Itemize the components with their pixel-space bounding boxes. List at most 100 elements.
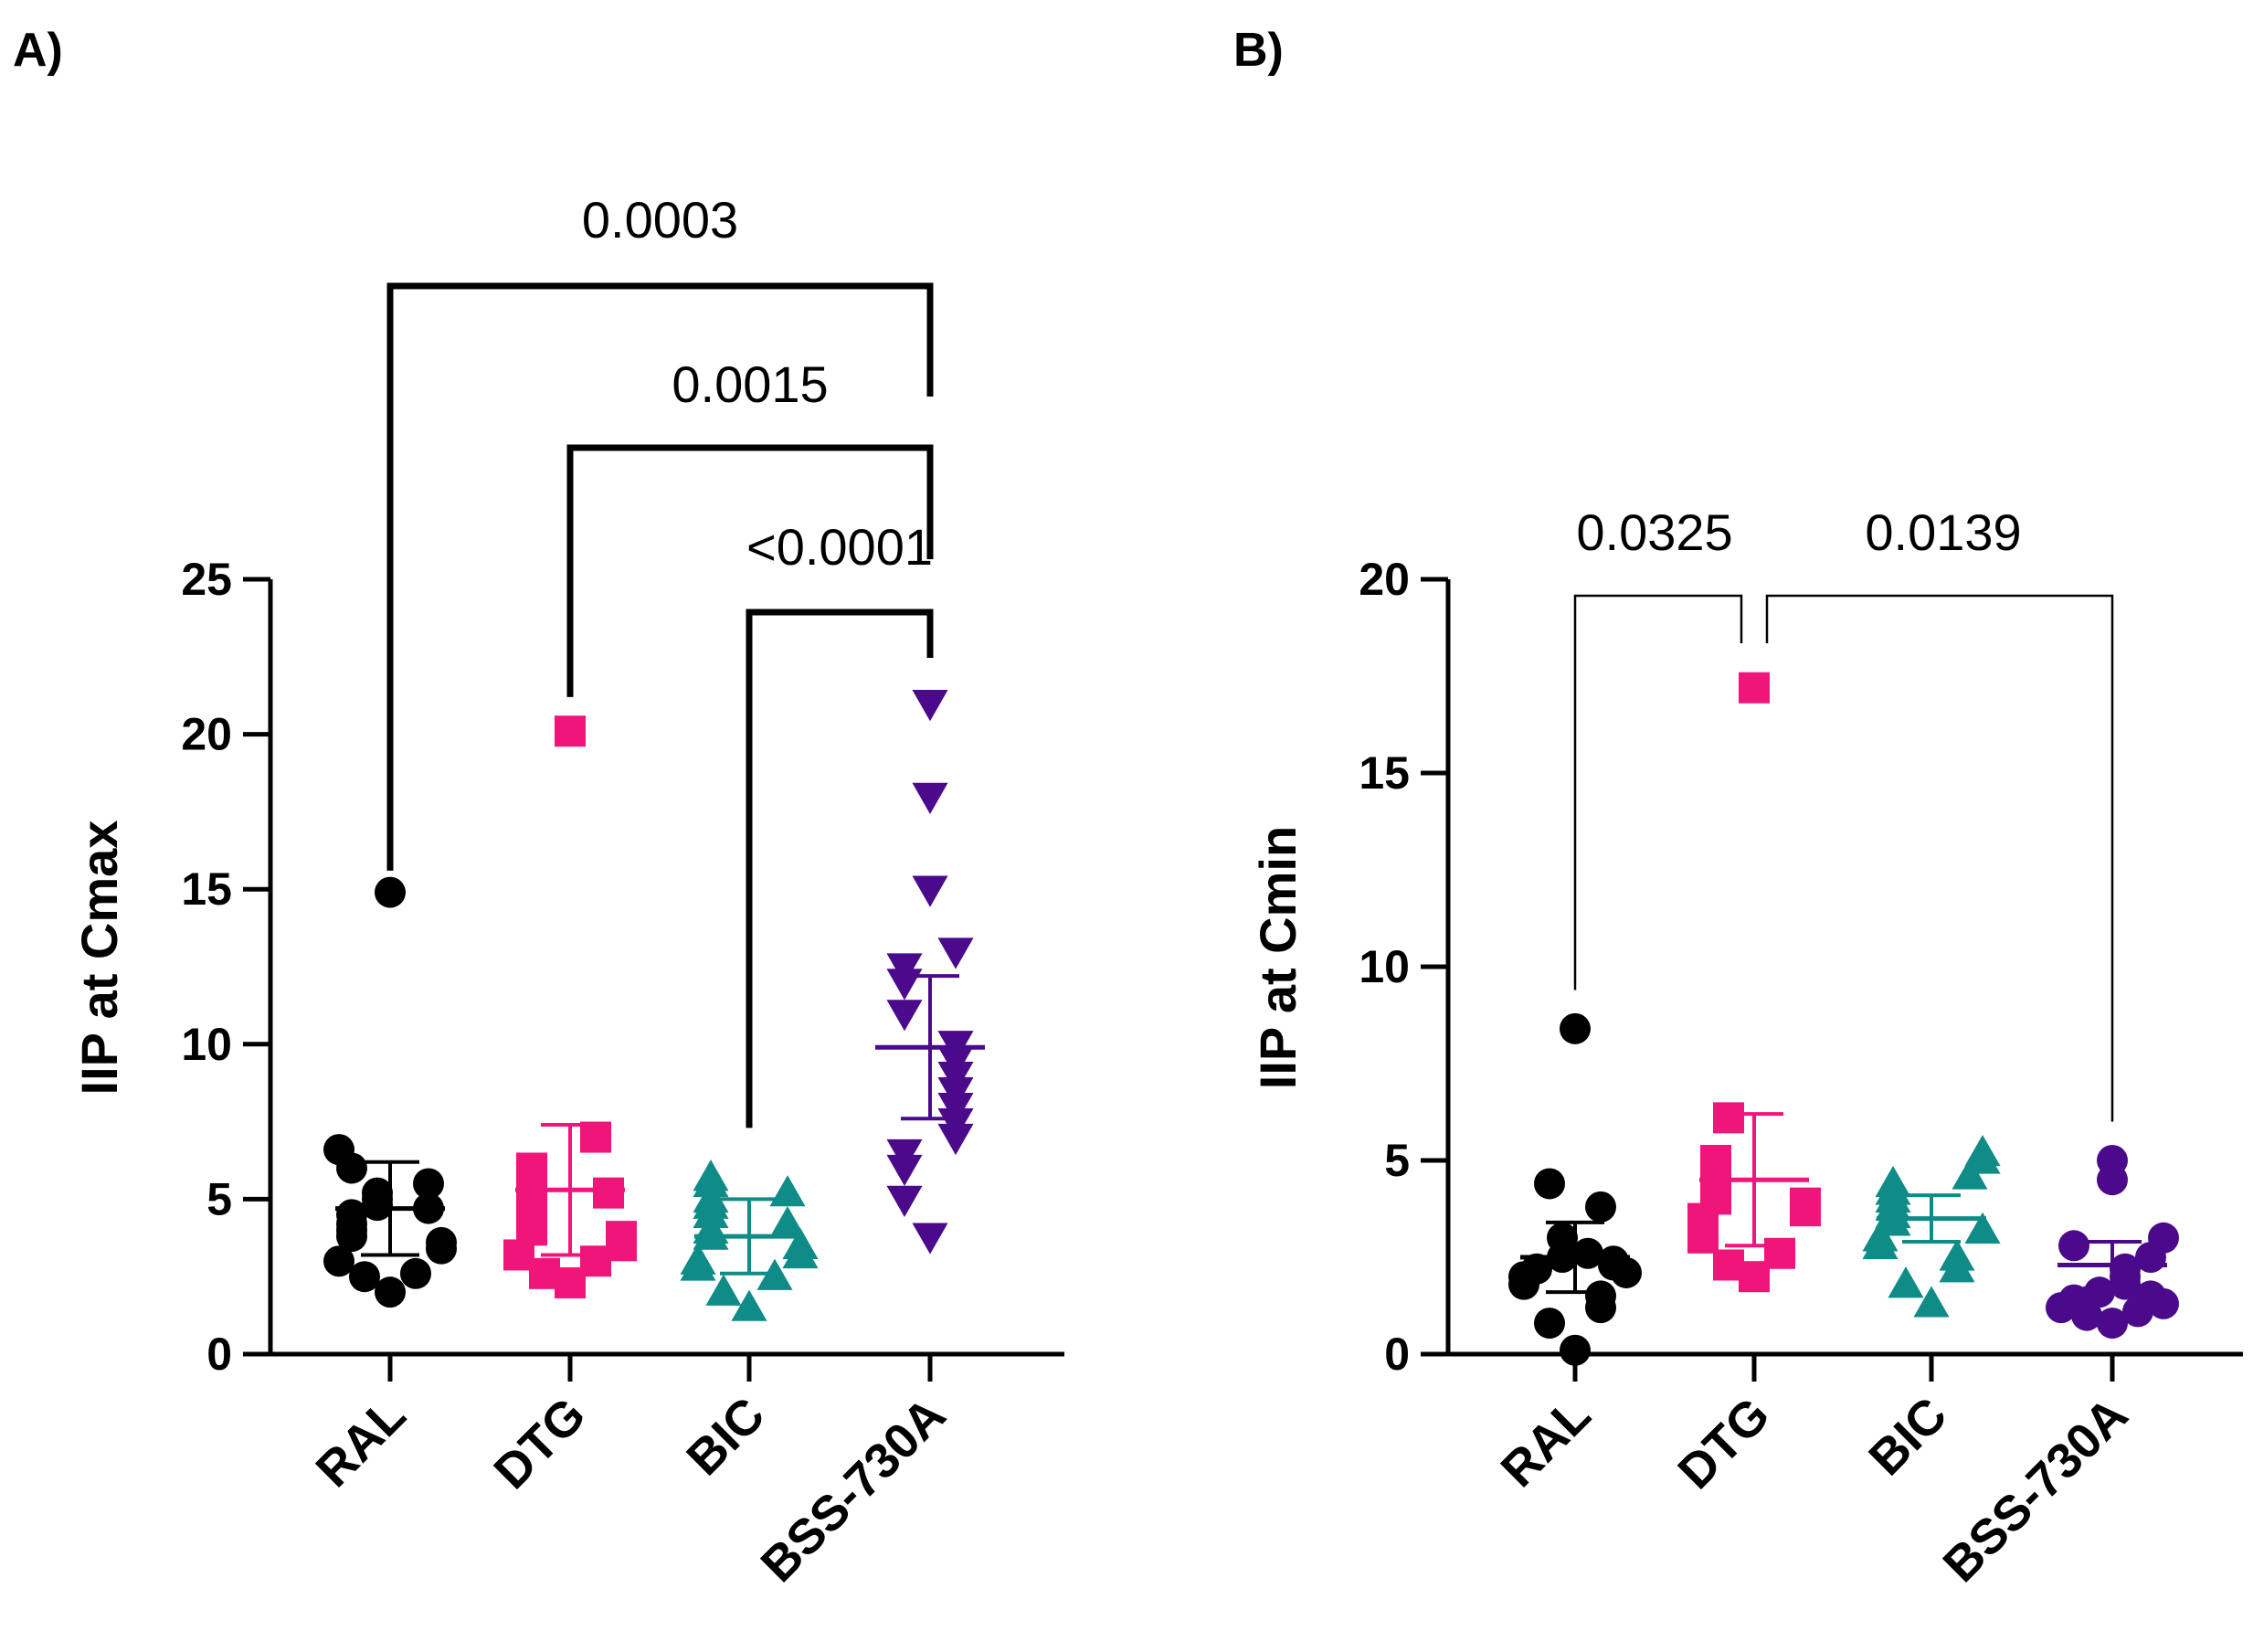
data-point [2058,1230,2089,1262]
panel-0-y-tick-label: 10 [181,1019,232,1070]
data-point [731,1289,767,1321]
data-point [680,1243,716,1275]
data-point [693,1160,729,1191]
panel-a: A) IIP at Cmax 0 5 10 15 20 25 RAL DTG BICBSS-73… [13,24,1064,1593]
data-point [555,715,586,747]
data-point [937,937,974,969]
panel-0-series-0 [323,876,457,1308]
p-value-label: 0.0003 [582,191,738,249]
significance-bracket [1573,594,1743,990]
data-point [1888,1266,1924,1298]
data-point [1713,1102,1744,1134]
p-value-label: 0.0139 [1865,503,2021,561]
panel-1-y-tick-label: 20 [1359,554,1410,605]
data-point [1534,1308,1565,1340]
data-point [769,1175,806,1207]
panel-0-series-2 [680,1160,819,1321]
data-point [323,1134,354,1166]
data-point [375,1276,406,1308]
significance-bracket [746,609,934,1128]
data-point [2148,1222,2179,1254]
data-point [1547,1222,1578,1254]
data-point [886,1000,923,1032]
data-point [705,1274,742,1306]
data-point [1764,1237,1795,1269]
significance-bracket [1765,594,2114,1122]
data-point [606,1221,637,1253]
data-point [1739,672,1770,704]
significance-bracket [566,444,934,697]
data-point [782,1227,819,1259]
panel-0-category-label: DTG [483,1387,596,1499]
data-point [2110,1253,2141,1285]
data-point [1521,1253,1552,1285]
significance-bracket [386,282,934,871]
panel-1-series-2 [1862,1134,2001,1318]
data-point [349,1261,380,1293]
data-point [375,876,406,908]
data-point [1913,1286,1950,1318]
data-point [1964,1134,2001,1167]
data-point [2084,1276,2115,1308]
panel-0-category-label: BIC [676,1387,775,1486]
data-point [516,1152,547,1184]
data-point [1585,1191,1616,1223]
panel-1-series-0 [1508,1012,1642,1366]
p-value-label: <0.0001 [746,518,933,576]
data-point [1939,1239,1975,1271]
data-point [1598,1245,1629,1277]
data-point [1700,1145,1731,1176]
data-point [1534,1168,1565,1200]
data-point [1790,1187,1821,1219]
data-point [2135,1280,2166,1312]
data-point [2097,1308,2128,1340]
panel-0-y-tick-label: 20 [181,709,232,760]
data-point [912,690,948,722]
panel-0-category-label: RAL [306,1387,417,1498]
data-point [912,1223,948,1255]
panel-0-y-tick-label: 15 [181,863,232,915]
p-value-label: 0.0325 [1576,503,1732,561]
panel-1-y-tick-label: 10 [1359,941,1410,992]
panel-a-y-axis-label: IIP at Cmax [70,821,128,1096]
panel-1-category-label: BSS-730A [1933,1387,2139,1593]
data-point [362,1177,393,1209]
data-point [912,782,948,814]
data-point [1572,1237,1603,1269]
panel-1-y-tick-label: 0 [1384,1329,1410,1380]
data-point [593,1177,624,1209]
data-point [2058,1284,2089,1316]
data-point [886,1185,923,1217]
panel-0-y-tick-label: 0 [206,1329,232,1380]
data-point [886,1138,923,1171]
data-point [2097,1145,2128,1176]
data-point [769,1205,806,1238]
panel-1-y-tick-label: 5 [1384,1135,1410,1186]
data-point [400,1257,431,1289]
data-point [1964,1212,2001,1244]
panel-b: B) IIP at Cmin 0 5 10 15 20 RAL DTG BICBSS-730A… [1233,24,2243,1593]
data-point [1585,1280,1616,1312]
data-point [1875,1165,1911,1198]
panel-1-y-tick-label: 15 [1359,747,1410,799]
panel-0-category-label: BSS-730A [751,1387,957,1593]
panel-b-label: B) [1233,24,1284,77]
panel-0-series-1 [503,715,637,1298]
p-value-label: 0.0015 [672,355,828,413]
data-point [886,953,923,985]
panel-1-series-1 [1687,672,1821,1293]
data-point [912,875,948,907]
panel-0-y-tick-label: 25 [181,554,232,605]
data-point [413,1168,444,1200]
data-point [323,1245,354,1277]
data-point [1560,1334,1591,1366]
panel-1-category-label: BIC [1858,1387,1957,1486]
panel-a-label: A) [13,24,63,77]
panel-1-category-label: DTG [1667,1387,1780,1499]
panel-1-category-label: RAL [1491,1387,1602,1498]
panel-0-series-3 [875,690,985,1255]
data-point [1713,1249,1744,1281]
panel-b-y-axis-label: IIP at Cmin [1249,826,1306,1089]
data-point [580,1121,611,1153]
